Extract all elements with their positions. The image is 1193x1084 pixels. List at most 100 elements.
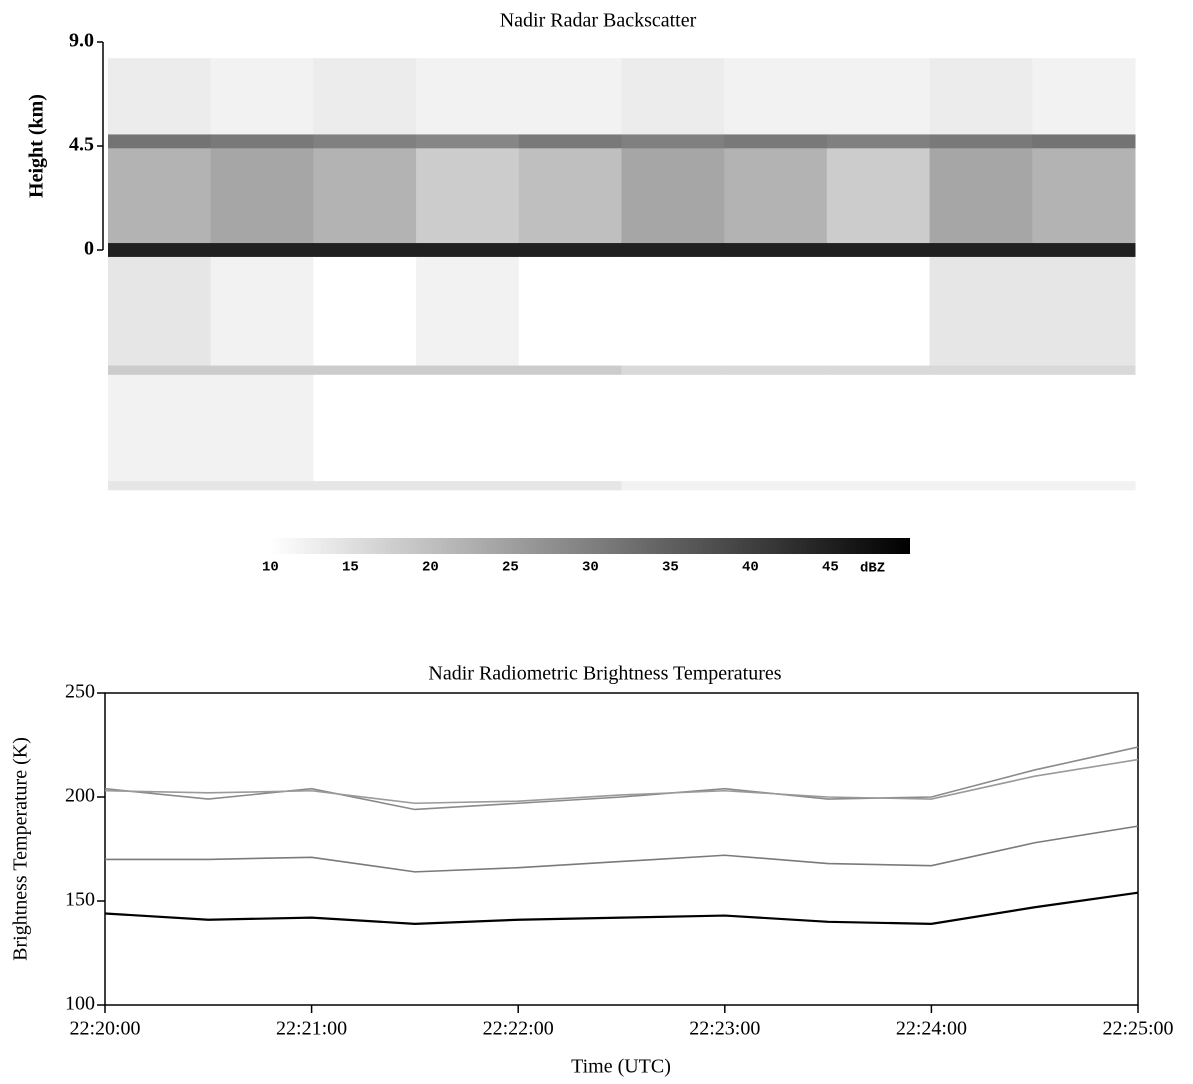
x-tick-label: 22:24:00 <box>896 1018 967 1040</box>
heat-cell <box>826 374 931 482</box>
colorbar-unit: dBZ <box>860 561 885 577</box>
heat-cell <box>108 365 212 376</box>
heat-cell <box>518 365 622 376</box>
colorbar <box>270 538 910 554</box>
heat-cell <box>210 148 314 244</box>
heat-cell <box>210 134 314 149</box>
heat-cell <box>210 58 314 135</box>
heat-cell <box>210 490 314 501</box>
heat-cell <box>621 134 725 149</box>
heat-cell <box>313 256 417 367</box>
heat-cell <box>518 148 622 244</box>
heat-cell <box>724 58 828 135</box>
heat-cell <box>621 490 725 501</box>
heat-cell <box>108 481 212 491</box>
heat-cell <box>416 374 520 482</box>
heat-cell <box>313 148 417 244</box>
y-axis-label: Brightness Temperature (K) <box>10 737 32 961</box>
x-tick-label: 22:20:00 <box>69 1018 140 1040</box>
heat-cell <box>621 148 725 244</box>
heat-cell <box>416 148 520 244</box>
heat-cell <box>416 58 520 135</box>
x-tick-label: 22:21:00 <box>276 1018 347 1040</box>
heat-cell <box>518 256 622 367</box>
colorbar-label: 25 <box>502 560 519 576</box>
heat-cell <box>210 243 314 258</box>
heat-cell <box>1032 490 1136 501</box>
heat-cell <box>621 58 725 135</box>
heat-cell <box>621 243 725 258</box>
heat-cell <box>929 58 1033 135</box>
heat-cell <box>826 490 931 501</box>
y-tick-label: 150 <box>65 889 95 911</box>
heat-cell <box>826 481 931 491</box>
series-line <box>104 746 1139 811</box>
heat-cell <box>724 243 828 258</box>
heat-cell <box>518 374 622 482</box>
chart-title: Nadir Radar Backscatter <box>500 10 697 32</box>
colorbar-label: 15 <box>342 560 359 576</box>
heat-cell <box>108 134 212 149</box>
heat-cell <box>1032 374 1136 482</box>
x-tick-label: 22:22:00 <box>483 1018 554 1040</box>
y-tick-label: 4.5 <box>69 134 94 156</box>
heat-cell <box>313 365 417 376</box>
heat-cell <box>929 134 1033 149</box>
heat-cell <box>518 243 622 258</box>
heat-cell <box>1032 243 1136 258</box>
y-tick-label: 0 <box>84 238 94 260</box>
heat-cell <box>518 134 622 149</box>
series-line <box>104 891 1139 925</box>
heat-cell <box>929 243 1033 258</box>
colorbar-label: 45 <box>822 560 839 576</box>
heat-cell <box>621 256 725 367</box>
heat-cell <box>724 481 828 491</box>
heat-cell <box>1032 58 1136 135</box>
heat-cell <box>518 490 622 501</box>
y-axis-label: Height (km) <box>26 94 48 198</box>
x-axis-label: Time (UTC) <box>571 1056 671 1078</box>
x-tick-label: 22:23:00 <box>689 1018 760 1040</box>
heat-cell <box>1032 134 1136 149</box>
heat-cell <box>416 481 520 491</box>
y-tick-label: 250 <box>65 681 95 703</box>
heat-cell <box>416 365 520 376</box>
colorbar-label: 10 <box>262 560 279 576</box>
heat-cell <box>826 134 931 149</box>
heat-cell <box>724 490 828 501</box>
heat-cell <box>313 134 417 149</box>
heat-cell <box>108 256 212 367</box>
heat-cell <box>724 256 828 367</box>
series-line <box>104 758 1139 805</box>
heat-cell <box>929 148 1033 244</box>
y-tick-label: 200 <box>65 785 95 807</box>
colorbar-label: 20 <box>422 560 439 576</box>
heat-cell <box>313 374 417 482</box>
heat-cell <box>929 481 1033 491</box>
heat-cell <box>929 374 1033 482</box>
heat-cell <box>1032 148 1136 244</box>
heat-cell <box>416 243 520 258</box>
heat-cell <box>108 58 212 135</box>
heat-cell <box>313 481 417 491</box>
heat-cell <box>210 374 314 482</box>
heat-cell <box>210 365 314 376</box>
chart-title: Nadir Radiometric Brightness Temperature… <box>428 663 781 685</box>
plot-frame <box>104 692 1139 1006</box>
heat-cell <box>108 490 212 501</box>
heat-cell <box>416 256 520 367</box>
heat-cell <box>108 243 212 258</box>
heat-cell <box>1032 365 1136 376</box>
heat-cell <box>313 243 417 258</box>
heat-cell <box>929 256 1033 367</box>
heat-cell <box>826 256 931 367</box>
heat-cell <box>313 58 417 135</box>
heat-cell <box>416 134 520 149</box>
heat-cell <box>724 134 828 149</box>
x-tick-label: 22:25:00 <box>1102 1018 1173 1040</box>
heat-cell <box>210 481 314 491</box>
heat-cell <box>929 490 1033 501</box>
heat-cell <box>416 490 520 501</box>
heat-cell <box>621 365 725 376</box>
